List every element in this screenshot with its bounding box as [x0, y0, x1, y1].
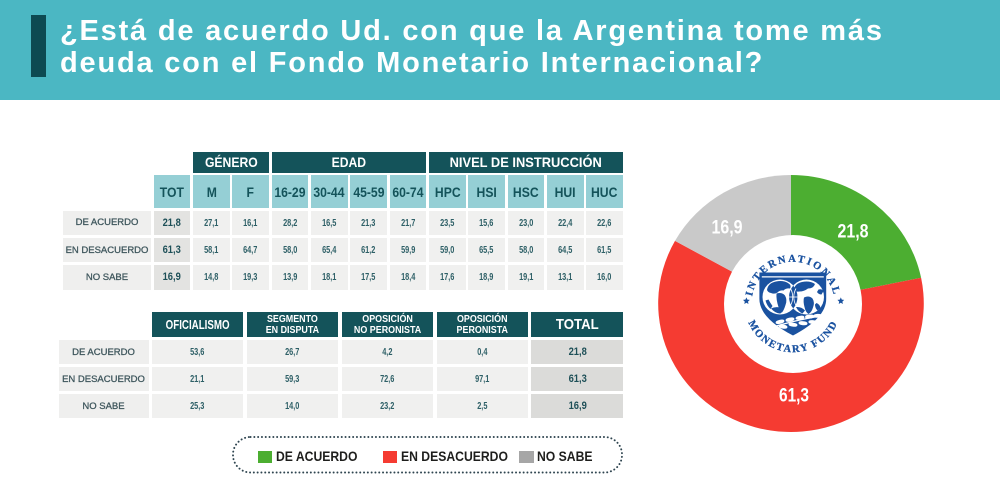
svg-text:61,3: 61,3	[779, 385, 809, 407]
svg-text:21,8: 21,8	[838, 221, 869, 243]
svg-text:16,9: 16,9	[712, 217, 743, 239]
